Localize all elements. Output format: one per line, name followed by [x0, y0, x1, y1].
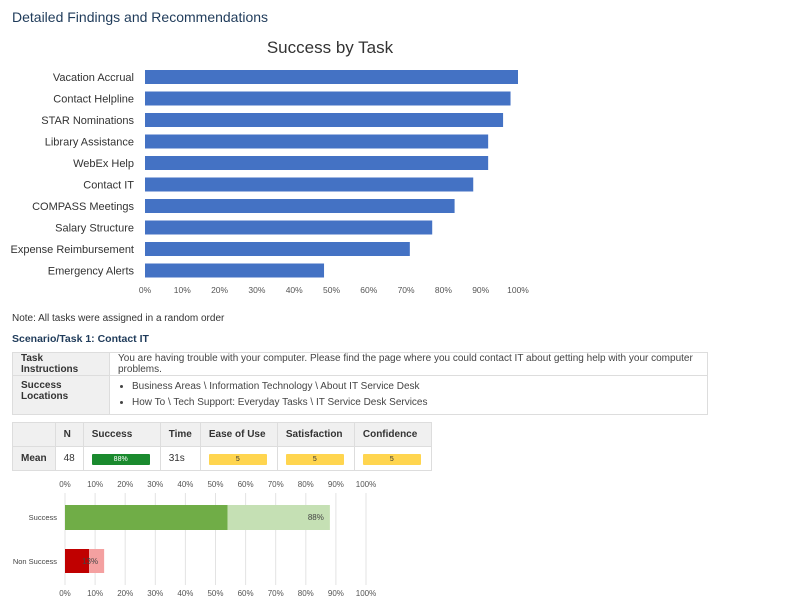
- section-heading: Detailed Findings and Recommendations: [12, 9, 269, 25]
- bar: [145, 263, 325, 278]
- time-value: 31s: [159, 446, 201, 471]
- task-table: Task Instructions You are having trouble …: [12, 352, 708, 415]
- tick-label: 20%: [117, 589, 133, 598]
- category-label: STAR Nominations: [41, 115, 134, 127]
- tick-label: 40%: [286, 285, 303, 295]
- note: Note: All tasks were assigned in a rando…: [12, 313, 225, 324]
- success-by-task-chart: Vacation Accrual Contact Helpline STAR Nom…: [10, 70, 529, 295]
- metrics-table: N Success Time Ease of Use Satisfaction …: [12, 422, 432, 471]
- header-blank: [12, 422, 56, 447]
- category-label: COMPASS Meetings: [32, 201, 134, 213]
- confidence-bar: 5: [362, 453, 421, 465]
- bar: [145, 91, 511, 106]
- tick-label: 60%: [238, 480, 254, 489]
- category-label: Emergency Alerts: [48, 266, 135, 278]
- bar: [145, 177, 474, 192]
- tick-label: 60%: [238, 589, 254, 598]
- tick-label: 20%: [211, 285, 228, 295]
- category-label: Success: [29, 513, 58, 522]
- tick-label: 60%: [360, 285, 377, 295]
- bar-segment: [65, 505, 228, 530]
- locations-label: Success Locations: [12, 375, 110, 415]
- tick-label: 80%: [435, 285, 452, 295]
- category-label: Contact Helpline: [53, 94, 134, 106]
- bar: [145, 70, 518, 84]
- location-item: How To \ Tech Support: Everyday Tasks \ …: [132, 395, 699, 411]
- tick-label: 90%: [328, 589, 344, 598]
- tick-label: 10%: [174, 285, 191, 295]
- tick-label: 70%: [268, 589, 284, 598]
- category-label: Salary Structure: [55, 223, 134, 235]
- tick-label: 80%: [298, 480, 314, 489]
- header-satisfaction: Satisfaction: [276, 422, 355, 447]
- bar-segment: [89, 549, 105, 573]
- tick-label: 30%: [147, 480, 163, 489]
- bar-segment: [65, 549, 90, 573]
- header-success: Success: [82, 422, 161, 447]
- tick-label: 100%: [507, 285, 529, 295]
- tick-label: 30%: [147, 589, 163, 598]
- tick-label: 20%: [117, 480, 133, 489]
- tick-label: 90%: [472, 285, 489, 295]
- success-bar: 88%: [91, 453, 150, 465]
- header-n: N: [54, 422, 84, 447]
- tick-label: 40%: [177, 589, 193, 598]
- bar: [145, 113, 504, 127]
- tick-label: 10%: [87, 589, 103, 598]
- category-label: Library Assistance: [45, 137, 134, 149]
- scenario-title: Scenario/Task 1: Contact IT: [12, 333, 149, 345]
- tick-label: 50%: [207, 480, 223, 489]
- bar: [145, 242, 410, 256]
- tick-label: 0%: [139, 285, 152, 295]
- tick-label: 10%: [87, 480, 103, 489]
- tick-label: 0%: [59, 480, 71, 489]
- tick-label: 70%: [268, 480, 284, 489]
- tick-label: 40%: [177, 480, 193, 489]
- tick-label: 50%: [207, 589, 223, 598]
- tick-label: 90%: [328, 480, 344, 489]
- tick-label: 0%: [59, 589, 71, 598]
- tick-label: 70%: [398, 285, 415, 295]
- row-label: Mean: [12, 446, 56, 471]
- bar-segment: [227, 505, 330, 530]
- header-confidence: Confidence: [353, 422, 432, 447]
- header-time: Time: [159, 422, 201, 447]
- bar: [145, 134, 489, 149]
- data-label: 88%: [308, 513, 324, 522]
- success-breakdown-chart: 0% 0% 10% 10% 20% 20% 30% 30% 40% 40% 50% 50% 60% 60%…: [13, 480, 376, 598]
- bar: [145, 156, 489, 170]
- chart-title: Success by Task: [266, 38, 394, 57]
- location-item: Business Areas \ Information Technology …: [132, 379, 699, 395]
- category-label: WebEx Help: [73, 158, 134, 170]
- category-label: Vacation Accrual: [53, 72, 134, 84]
- category-label: Contact IT: [83, 180, 134, 192]
- instructions-label: Task Instructions: [12, 352, 110, 376]
- tick-label: 50%: [323, 285, 340, 295]
- bar: [145, 220, 433, 235]
- instructions-text: You are having trouble with your compute…: [109, 352, 708, 376]
- tick-label: 100%: [356, 480, 376, 489]
- bar: [145, 199, 455, 213]
- tick-label: 80%: [298, 589, 314, 598]
- n-value: 48: [54, 446, 84, 471]
- ease-bar: 5: [208, 453, 267, 465]
- tick-label: 30%: [248, 285, 265, 295]
- category-label: Non Success: [13, 557, 57, 566]
- tick-label: 100%: [356, 589, 376, 598]
- satisfaction-bar: 5: [285, 453, 344, 465]
- data-label: 13%: [82, 557, 98, 566]
- header-ease: Ease of Use: [199, 422, 278, 447]
- category-label: Expense Reimbursement: [10, 244, 134, 256]
